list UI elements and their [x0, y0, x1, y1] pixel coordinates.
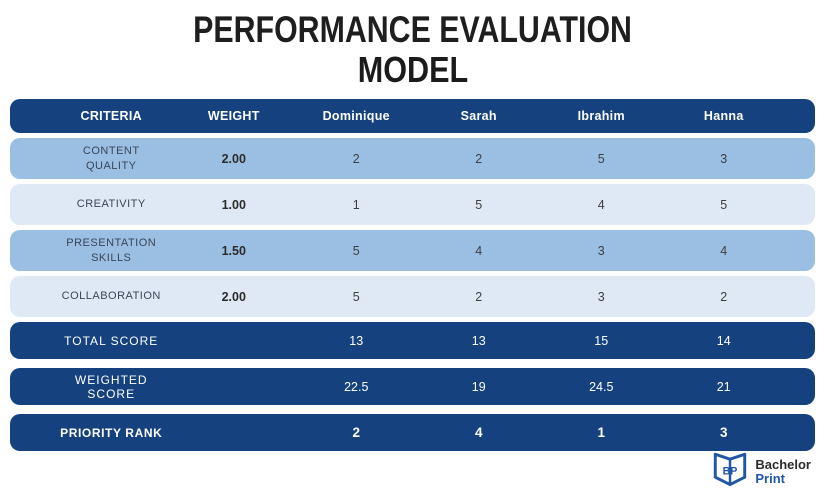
header-label: Sarah — [460, 109, 497, 124]
criteria-label: COLLABORATION — [61, 290, 161, 303]
table-row-priority-rank: PRIORITY RANK 2 4 1 3 — [10, 414, 815, 452]
header-label: Ibrahim — [577, 109, 625, 124]
criteria-label: CREATIVITY — [76, 198, 146, 211]
header-cell-ibrahim: Ibrahim — [540, 99, 663, 133]
table-row-total-score: TOTAL SCORE 13 13 15 14 — [10, 322, 815, 360]
empty-cell — [173, 368, 296, 405]
logo-text: Bachelor Print — [755, 458, 811, 485]
header-label: Dominique — [322, 109, 390, 124]
total-score-value: 15 — [594, 333, 609, 348]
weighted-score-value: 22.5 — [344, 379, 369, 394]
logo-name-line: Bachelor — [755, 456, 811, 472]
summary-label: TOTAL SCORE — [64, 333, 159, 348]
priority-rank-value: 1 — [597, 425, 605, 441]
score-value: 4 — [475, 243, 483, 258]
summary-label: PRIORITY RANK — [60, 425, 163, 440]
score-value: 2 — [720, 289, 728, 304]
bachelorprint-logo: BP Bachelor Print — [712, 451, 811, 492]
priority-rank-value: 3 — [719, 425, 728, 441]
score-value: 3 — [720, 151, 728, 166]
score-value: 3 — [597, 243, 605, 258]
svg-text:BP: BP — [723, 466, 738, 478]
score-value: 1 — [352, 197, 360, 212]
header-cell-weight: WEIGHT — [173, 99, 296, 133]
score-value: 4 — [597, 197, 605, 212]
total-score-value: 13 — [471, 333, 486, 348]
header-label: Hanna — [703, 109, 744, 124]
score-value: 5 — [475, 197, 483, 212]
header-cell-hanna: Hanna — [663, 99, 786, 133]
score-value: 5 — [352, 243, 360, 258]
score-value: 2 — [475, 289, 483, 304]
weight-value: 2.00 — [221, 289, 246, 304]
criteria-label: CONTENT QUALITY — [82, 145, 140, 172]
criteria-label: PRESENTATION SKILLS — [66, 237, 157, 264]
score-value: 2 — [475, 151, 483, 166]
header-cell-sarah: Sarah — [418, 99, 541, 133]
score-value: 5 — [352, 289, 360, 304]
header-label: WEIGHT — [207, 109, 260, 124]
title-line-2: MODEL — [357, 49, 468, 91]
score-value: 3 — [597, 289, 605, 304]
weighted-score-value: 24.5 — [589, 379, 614, 394]
table-row-creativity: CREATIVITY 1.00 1 5 4 5 — [10, 184, 815, 226]
table-header-row: CRITERIA WEIGHT Dominique Sarah Ibrahim … — [10, 99, 815, 134]
header-cell-criteria: CRITERIA — [50, 99, 173, 133]
table-row-collaboration: COLLABORATION 2.00 5 2 3 2 — [10, 276, 815, 318]
empty-cell — [173, 322, 296, 359]
priority-rank-value: 4 — [474, 425, 483, 441]
total-score-value: 13 — [349, 333, 364, 348]
score-value: 2 — [352, 151, 360, 166]
title-line-1: PERFORMANCE EVALUATION — [193, 9, 632, 50]
weight-value: 1.50 — [221, 243, 246, 258]
open-book-icon: BP — [712, 451, 748, 492]
empty-cell — [173, 414, 296, 451]
score-value: 4 — [720, 243, 728, 258]
table-row-weighted-score: WEIGHTED SCORE 22.5 19 24.5 21 — [10, 368, 815, 406]
evaluation-table: CRITERIA WEIGHT Dominique Sarah Ibrahim … — [10, 99, 815, 452]
summary-label: WEIGHTED SCORE — [74, 372, 148, 401]
weighted-score-value: 19 — [471, 379, 486, 394]
weight-value: 2.00 — [221, 151, 246, 166]
table-row-presentation-skills: PRESENTATION SKILLS 1.50 5 4 3 4 — [10, 230, 815, 272]
weight-value: 1.00 — [221, 197, 246, 212]
header-label: CRITERIA — [80, 109, 142, 124]
score-value: 5 — [720, 197, 728, 212]
score-value: 5 — [597, 151, 605, 166]
table-row-content-quality: CONTENT QUALITY 2.00 2 2 5 3 — [10, 138, 815, 180]
total-score-value: 14 — [716, 333, 731, 348]
page-title: PERFORMANCE EVALUATION MODEL — [0, 0, 825, 90]
logo-print-line: Print — [755, 470, 785, 486]
header-cell-dominique: Dominique — [295, 99, 418, 133]
weighted-score-value: 21 — [716, 379, 731, 394]
priority-rank-value: 2 — [352, 425, 360, 441]
